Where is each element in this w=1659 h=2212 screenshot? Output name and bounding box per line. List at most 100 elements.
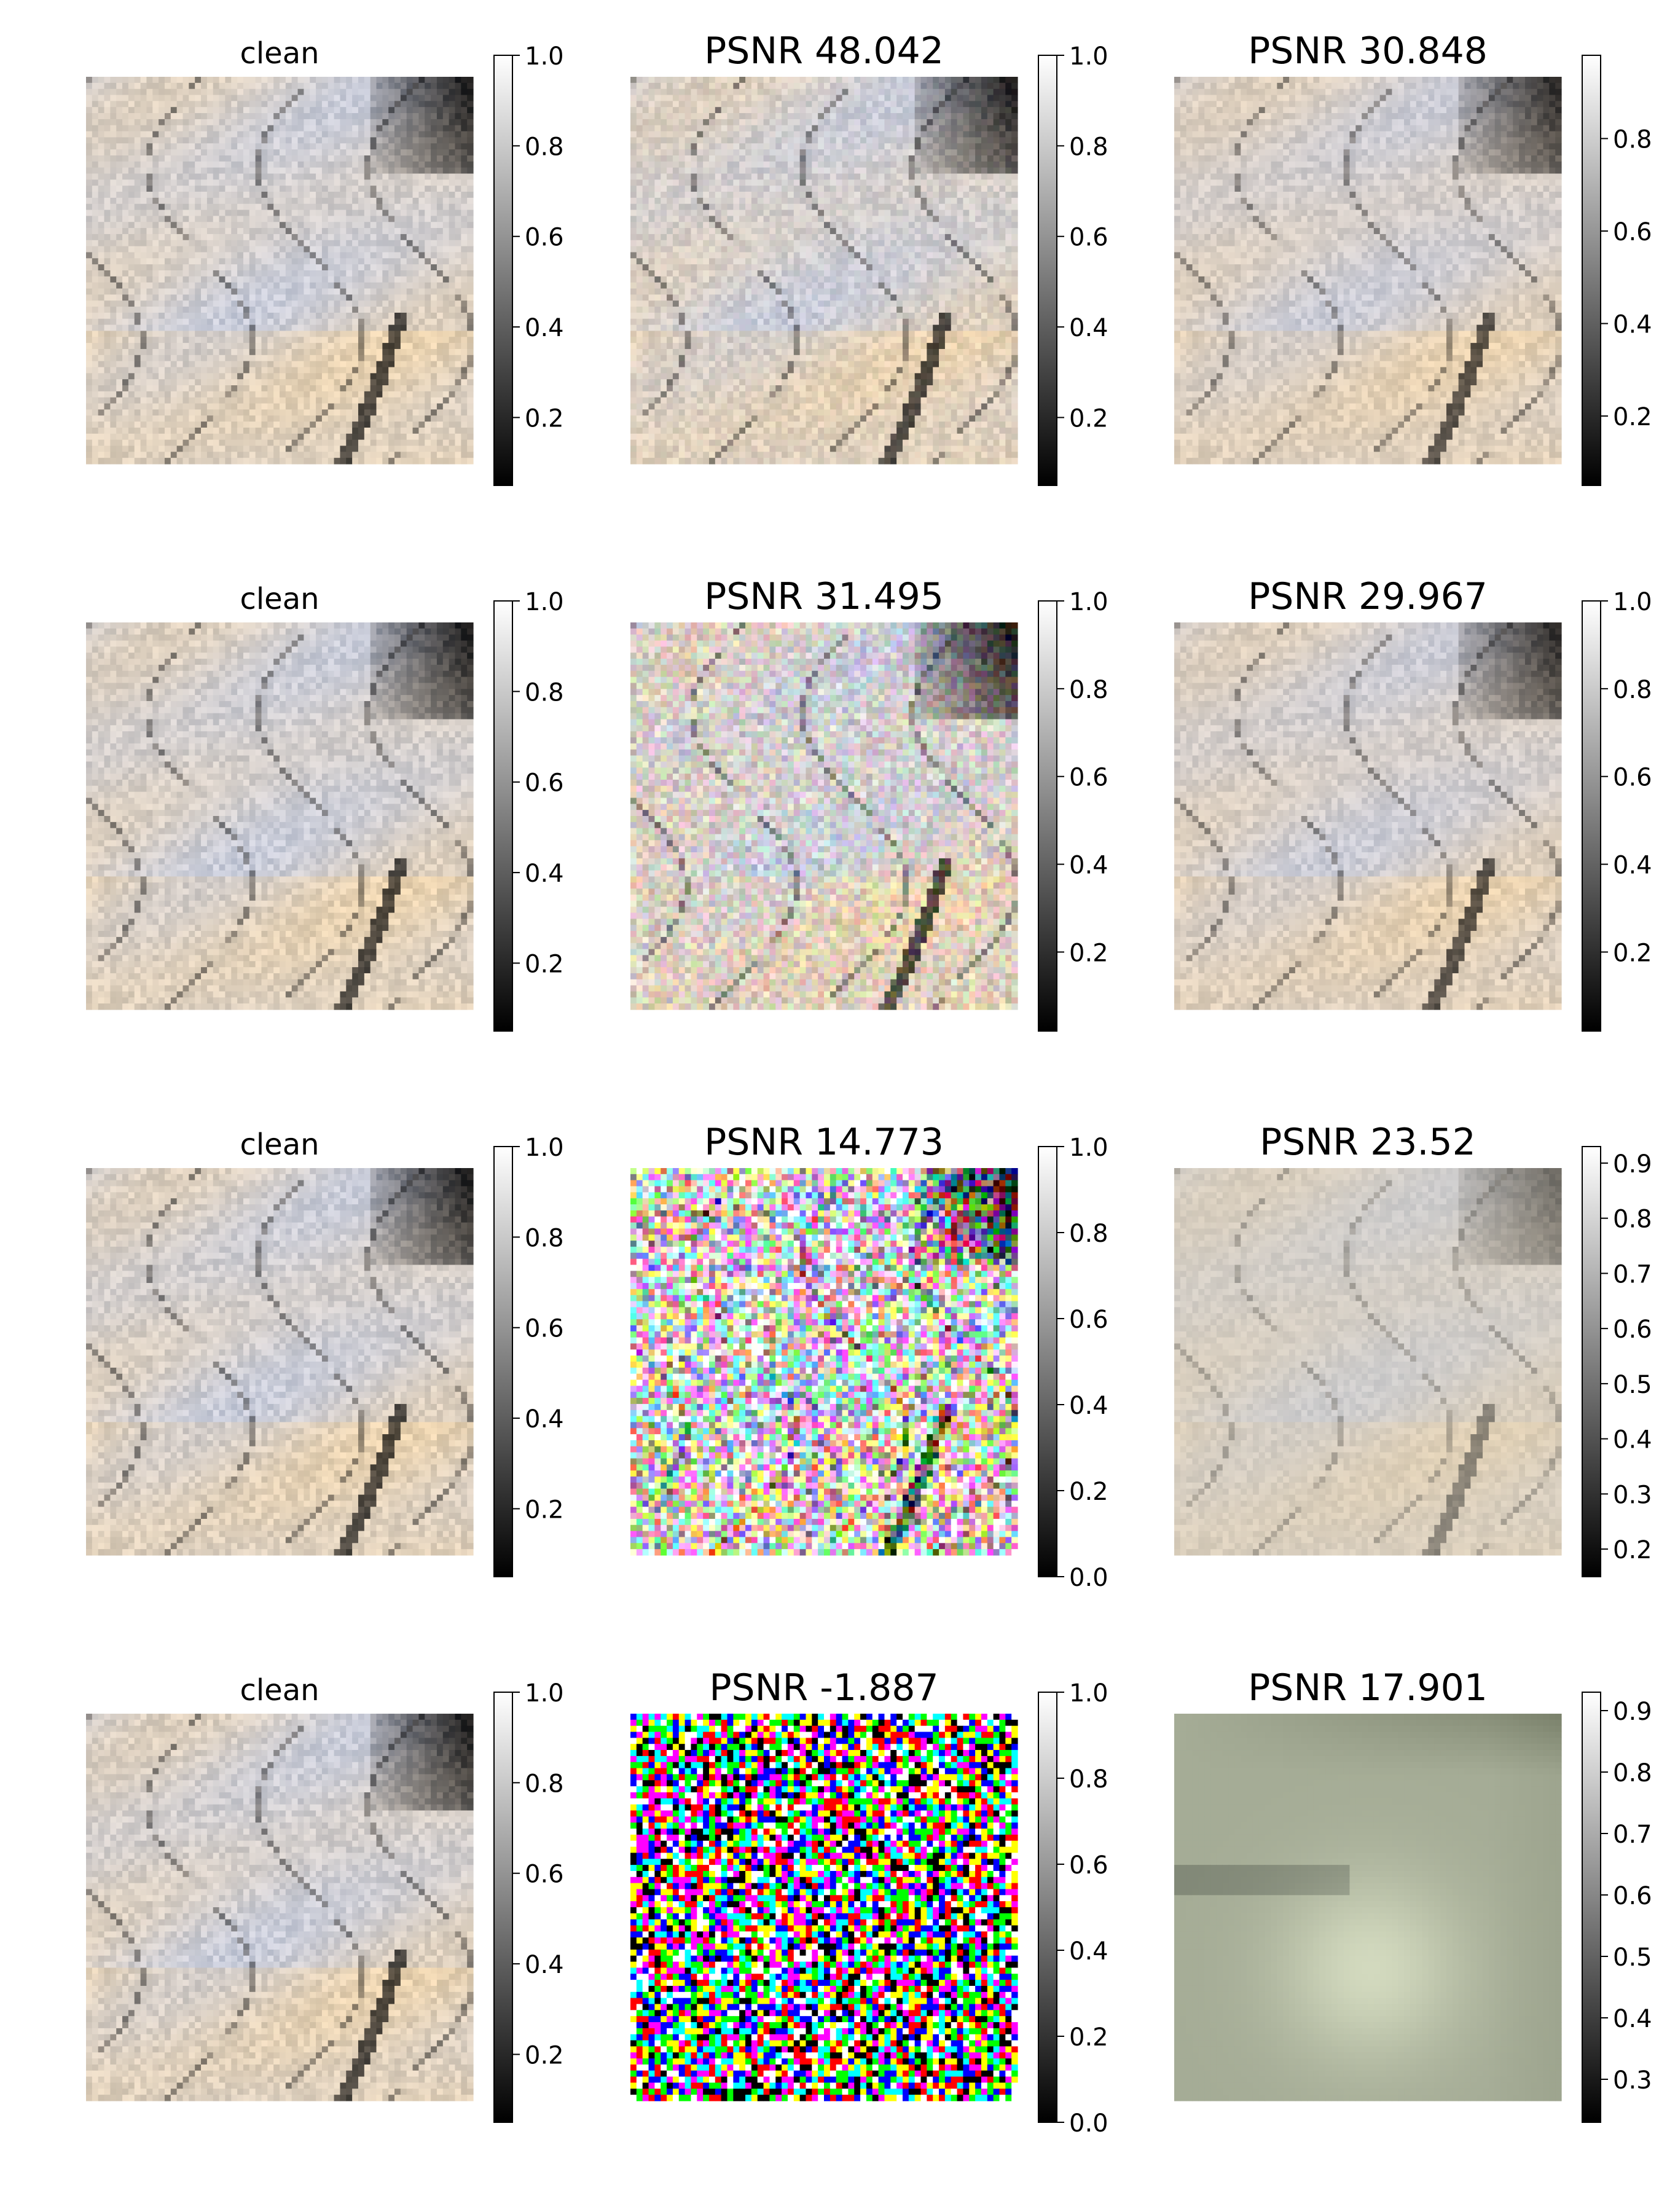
clean-rock-texture-image — [86, 1714, 474, 2101]
panel-r3-c2: PSNR 14.773 1.0 0.8 0.6 0.4 0.2 0.0 — [630, 1121, 1108, 1592]
colorbar-tick-label: 0.4 — [1069, 1392, 1108, 1420]
colorbar-tick-label: 0.6 — [1613, 218, 1652, 246]
colorbar-tick-label: 1.0 — [1069, 1679, 1108, 1708]
panel-title: clean — [240, 582, 319, 616]
colorbar: 1.0 0.8 0.6 0.4 0.2 — [493, 1134, 564, 1577]
near-clean-rock-texture-image — [630, 77, 1018, 465]
panel-title: PSNR 31.495 — [704, 575, 944, 618]
colorbar-tick-label: 0.2 — [1613, 1536, 1652, 1564]
pure-noise-image — [630, 1714, 1018, 2101]
colorbar-gradient — [1582, 600, 1601, 1032]
panel-title: PSNR 14.773 — [704, 1121, 944, 1164]
colorbar-tick-label: 1.0 — [525, 588, 564, 616]
colorbar-gradient — [1038, 1692, 1057, 2123]
colorbar-tick-label: 0.7 — [1613, 1260, 1652, 1288]
colorbar-tick-label: 0.6 — [1069, 1851, 1108, 1880]
colorbar-tick-label: 0.2 — [1613, 403, 1652, 431]
colorbar: 1.0 0.8 0.6 0.4 0.2 — [1582, 588, 1652, 1032]
panel-title: PSNR 23.52 — [1260, 1121, 1476, 1164]
colorbar-tick-label: 0.6 — [1069, 1306, 1108, 1334]
panel-r4-c3: PSNR 17.901 0.9 0.8 0.7 0.6 0.5 0.4 0.3 — [1174, 1666, 1652, 2123]
colorbar: 1.0 0.8 0.6 0.4 0.2 — [493, 42, 564, 486]
colorbar-gradient — [1038, 1146, 1057, 1577]
colorbar-tick-label: 1.0 — [525, 1134, 564, 1162]
colorbar-tick-label: 0.8 — [525, 1770, 564, 1798]
colorbar-tick-label: 0.7 — [1613, 1821, 1652, 1849]
colorbar-tick-label: 0.4 — [1069, 1937, 1108, 1966]
colorbar-tick-label: 0.8 — [1613, 125, 1652, 154]
colorbar-tick-label: 0.6 — [1613, 764, 1652, 792]
colorbar: 1.0 0.8 0.6 0.4 0.2 0.0 — [1038, 1679, 1108, 2138]
colorbar-tick-label: 0.6 — [1613, 1882, 1652, 1910]
colorbar-gradient — [493, 55, 513, 486]
colorbar-tick-label: 1.0 — [1069, 42, 1108, 71]
colorbar: 1.0 0.8 0.6 0.4 0.2 — [1038, 588, 1108, 1032]
colorbar-tick-label: 0.2 — [1069, 939, 1108, 967]
colorbar-tick-label: 0.8 — [525, 1224, 564, 1252]
colorbar-tick-label: 1.0 — [525, 42, 564, 71]
colorbar-tick-label: 0.2 — [525, 950, 564, 978]
colorbar-tick-label: 0.6 — [1069, 224, 1108, 252]
colorbar-gradient — [1038, 600, 1057, 1032]
colorbar-tick-label: 0.9 — [1613, 1150, 1652, 1179]
colorbar-tick-label: 0.6 — [1613, 1316, 1652, 1344]
panel-title: PSNR 17.901 — [1248, 1666, 1488, 1709]
panel-r2-c1: clean 1.0 0.8 0.6 0.4 0.2 — [86, 582, 564, 1032]
panel-title: clean — [240, 1128, 319, 1162]
panel-title: clean — [240, 36, 319, 71]
colorbar-tick-label: 0.2 — [1069, 1478, 1108, 1506]
colorbar-tick-label: 0.4 — [1613, 852, 1652, 880]
panel-title: clean — [240, 1673, 319, 1708]
panel-title: PSNR 30.848 — [1248, 29, 1488, 73]
panel-r1-c3: PSNR 30.848 0.8 0.6 0.4 0.2 — [1174, 29, 1652, 486]
smoothed-rock-texture-image — [1174, 1168, 1562, 1556]
colorbar-tick-label: 0.2 — [1069, 2023, 1108, 2052]
colorbar-tick-label: 0.9 — [1613, 1698, 1652, 1726]
light-noise-rock-texture-image — [630, 622, 1018, 1010]
colorbar: 0.9 0.8 0.7 0.6 0.5 0.4 0.3 0.2 — [1582, 1146, 1652, 1577]
colorbar-tick-label: 0.4 — [1613, 311, 1652, 339]
colorbar-tick-label: 0.6 — [1069, 764, 1108, 792]
colorbar-tick-label: 0.6 — [525, 1861, 564, 1889]
panel-r1-c2: PSNR 48.042 1.0 0.8 0.6 0.4 0.2 — [630, 29, 1108, 486]
colorbar-tick-label: 1.0 — [525, 1679, 564, 1708]
panel-grid: clean 1.0 0.8 0.6 0.4 0.2 PSNR 48.042 1.0 0.8 0.6… — [86, 29, 1652, 2138]
colorbar: 1.0 0.8 0.6 0.4 0.2 — [1038, 42, 1108, 486]
colorbar: 0.9 0.8 0.7 0.6 0.5 0.4 0.3 — [1582, 1692, 1652, 2123]
colorbar-gradient — [1038, 55, 1057, 486]
colorbar-tick-label: 0.2 — [525, 404, 564, 433]
colorbar: 0.8 0.6 0.4 0.2 — [1582, 55, 1652, 486]
colorbar-tick-label: 0.4 — [525, 1951, 564, 1979]
colorbar-tick-label: 0.3 — [1613, 1481, 1652, 1509]
colorbar-gradient — [1582, 1146, 1601, 1577]
colorbar-tick-label: 0.4 — [1069, 314, 1108, 342]
colorbar-tick-label: 0.0 — [1069, 2109, 1108, 2138]
denoised-rock-texture-image — [1174, 622, 1562, 1010]
colorbar-tick-label: 0.8 — [1069, 1220, 1108, 1248]
colorbar-tick-label: 0.8 — [1613, 1206, 1652, 1234]
colorbar-tick-label: 0.5 — [1613, 1943, 1652, 1972]
colorbar: 1.0 0.8 0.6 0.4 0.2 0.0 — [1038, 1134, 1108, 1592]
panel-title: PSNR 29.967 — [1248, 575, 1488, 618]
colorbar-tick-label: 0.6 — [525, 224, 564, 252]
colorbar-tick-label: 1.0 — [1069, 1134, 1108, 1162]
colorbar-gradient — [1582, 55, 1601, 486]
panel-r3-c1: clean 1.0 0.8 0.6 0.4 0.2 — [86, 1128, 564, 1577]
colorbar-tick-label: 0.2 — [1613, 939, 1652, 967]
colorbar-tick-label: 0.4 — [1613, 1426, 1652, 1454]
blurred-rock-texture-image — [1174, 1714, 1562, 2101]
panel-r3-c3: PSNR 23.52 0.9 0.8 0.7 0.6 0.5 0.4 0.3 0.2 — [1174, 1121, 1652, 1577]
colorbar-gradient — [493, 600, 513, 1032]
panel-r2-c2: PSNR 31.495 1.0 0.8 0.6 0.4 0.2 — [630, 575, 1108, 1032]
colorbar-tick-label: 0.8 — [1069, 133, 1108, 161]
colorbar-tick-label: 0.8 — [1613, 676, 1652, 704]
colorbar-tick-label: 0.2 — [525, 1496, 564, 1524]
colorbar-tick-label: 0.4 — [525, 314, 564, 342]
panel-r1-c1: clean 1.0 0.8 0.6 0.4 0.2 — [86, 36, 564, 486]
panel-r4-c1: clean 1.0 0.8 0.6 0.4 0.2 — [86, 1673, 564, 2123]
colorbar-tick-label: 0.4 — [525, 860, 564, 888]
colorbar-tick-label: 0.8 — [1069, 676, 1108, 704]
panel-r2-c3: PSNR 29.967 1.0 0.8 0.6 0.4 0.2 — [1174, 575, 1652, 1032]
colorbar-gradient — [493, 1692, 513, 2123]
